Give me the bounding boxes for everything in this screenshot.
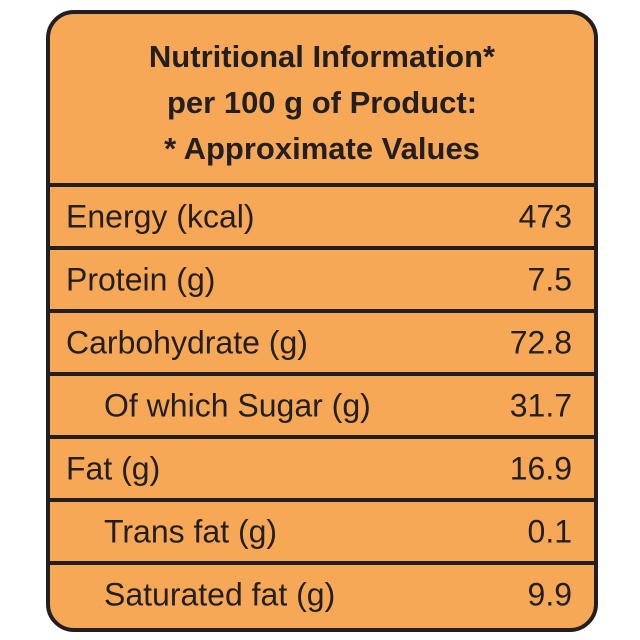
nutrition-label: Nutritional Information* per 100 g of Pr… xyxy=(46,10,598,632)
nutrient-row-carbohydrate: Carbohydrate (g) 72.8 xyxy=(50,309,594,372)
nutrient-value: 473 xyxy=(518,198,572,234)
nutrient-label: Of which Sugar (g) xyxy=(104,387,371,423)
nutrient-value: 31.7 xyxy=(509,387,572,423)
nutrition-header: Nutritional Information* per 100 g of Pr… xyxy=(50,14,594,183)
nutrient-label: Saturated fat (g) xyxy=(104,576,336,612)
nutrient-label: Carbohydrate (g) xyxy=(66,324,308,360)
nutrient-row-sugar: Of which Sugar (g) 31.7 xyxy=(50,372,594,435)
nutrient-row-trans-fat: Trans fat (g) 0.1 xyxy=(50,498,594,561)
nutrient-row-saturated-fat: Saturated fat (g) 9.9 xyxy=(50,561,594,624)
nutrient-row-fat: Fat (g) 16.9 xyxy=(50,435,594,498)
nutrient-label: Energy (kcal) xyxy=(66,198,255,234)
nutrient-label: Protein (g) xyxy=(66,261,216,297)
nutrient-value: 9.9 xyxy=(527,576,572,612)
nutrient-row-energy: Energy (kcal) 473 xyxy=(50,183,594,246)
header-title: Nutritional Information* xyxy=(148,39,496,74)
nutrient-value: 16.9 xyxy=(509,450,572,486)
header-note: * Approximate Values xyxy=(164,131,480,166)
nutrient-value: 7.5 xyxy=(527,261,572,297)
nutrient-value: 72.8 xyxy=(509,324,572,360)
nutrient-row-protein: Protein (g) 7.5 xyxy=(50,246,594,309)
nutrient-label: Fat (g) xyxy=(66,450,161,486)
nutrient-value: 0.1 xyxy=(527,513,572,549)
nutrient-label: Trans fat (g) xyxy=(104,513,278,549)
header-subtitle: per 100 g of Product: xyxy=(166,85,478,120)
